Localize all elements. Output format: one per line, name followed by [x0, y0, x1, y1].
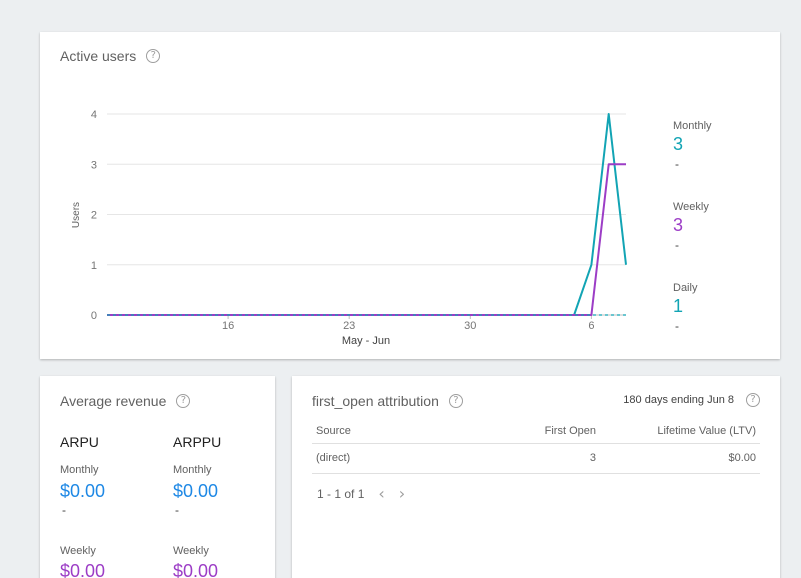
active-users-title-text: Active users: [60, 48, 137, 64]
average-revenue-title: Average revenue ?: [60, 393, 191, 409]
arppu-monthly-value: $0.00: [173, 481, 219, 501]
y-tick-label: 3: [91, 159, 97, 171]
arppu-weekly-label: Weekly: [173, 545, 209, 557]
question-circle-icon[interactable]: ?: [146, 49, 161, 63]
legend-weekly-label: Weekly: [673, 201, 709, 213]
y-tick-label: 1: [91, 260, 97, 272]
arpu-heading: ARPU: [60, 434, 99, 450]
arpu-monthly-delta: -: [62, 503, 66, 517]
chevron-right-icon[interactable]: ›: [398, 484, 406, 503]
attribution-table: Source First Open Lifetime Value (LTV) (…: [312, 421, 760, 474]
legend-daily-label: Daily: [673, 282, 698, 294]
question-circle-icon[interactable]: ?: [448, 394, 463, 408]
column-header-first-open[interactable]: First Open: [430, 421, 600, 444]
date-range-label: 180 days ending Jun 8: [623, 394, 734, 406]
legend-monthly: Monthly 3 -: [673, 120, 712, 171]
arppu-monthly-label: Monthly: [173, 464, 212, 476]
column-header-source[interactable]: Source: [312, 421, 430, 444]
question-circle-icon[interactable]: ?: [176, 394, 191, 408]
legend-daily-delta: -: [675, 319, 679, 333]
legend-monthly-value: 3: [673, 134, 684, 154]
arppu-monthly-delta: -: [175, 503, 179, 517]
chevron-left-icon[interactable]: ‹: [378, 484, 385, 503]
cell-source: (direct): [312, 443, 430, 474]
x-tick-label: 23: [343, 320, 355, 332]
pagination: 1 - 1 of 1 ‹ ›: [317, 484, 405, 503]
arpu-monthly-value: $0.00: [60, 481, 106, 501]
attribution-title-text: first_open attribution: [312, 393, 439, 409]
average-revenue-title-text: Average revenue: [60, 393, 167, 409]
x-tick-label: 30: [464, 320, 476, 332]
question-circle-icon[interactable]: ?: [746, 393, 760, 407]
attribution-card: first_open attribution ? 180 days ending…: [292, 376, 780, 578]
y-axis-label: Users: [71, 202, 82, 228]
table-row[interactable]: (direct) 3 $0.00: [312, 443, 760, 474]
attribution-title: first_open attribution ?: [312, 393, 463, 409]
x-tick-label: 6: [588, 320, 594, 332]
legend-daily-value: 1: [673, 296, 684, 316]
y-tick-label: 4: [91, 109, 97, 121]
series-line-weekly: [107, 163, 626, 316]
pagination-label: 1 - 1 of 1: [317, 486, 365, 501]
y-tick-label: 0: [91, 310, 97, 322]
arppu-weekly-value: $0.00: [173, 561, 219, 578]
legend-weekly: Weekly 3 -: [673, 201, 709, 252]
attribution-range: 180 days ending Jun 8 ?: [623, 393, 760, 407]
y-tick-label: 2: [91, 210, 97, 222]
arpu-weekly-value: $0.00: [60, 561, 106, 578]
cell-first-open: 3: [430, 443, 600, 474]
legend-daily: Daily 1 -: [673, 282, 697, 333]
arpu-weekly-label: Weekly: [60, 545, 96, 557]
active-users-title: Active users ?: [60, 48, 161, 64]
legend-weekly-value: 3: [673, 215, 684, 235]
arpu-monthly-label: Monthly: [60, 464, 99, 476]
x-axis-label: May - Jun: [342, 335, 390, 347]
arppu-heading: ARPPU: [173, 434, 222, 450]
legend-weekly-delta: -: [675, 238, 679, 252]
average-revenue-card: Average revenue ? ARPU Monthly $0.00 - W…: [40, 376, 275, 578]
legend-monthly-delta: -: [675, 157, 679, 171]
table-header-row: Source First Open Lifetime Value (LTV): [312, 421, 760, 444]
legend-monthly-label: Monthly: [673, 120, 712, 132]
column-header-ltv[interactable]: Lifetime Value (LTV): [600, 421, 760, 444]
x-tick-label: 16: [222, 320, 234, 332]
cell-ltv: $0.00: [600, 443, 760, 474]
